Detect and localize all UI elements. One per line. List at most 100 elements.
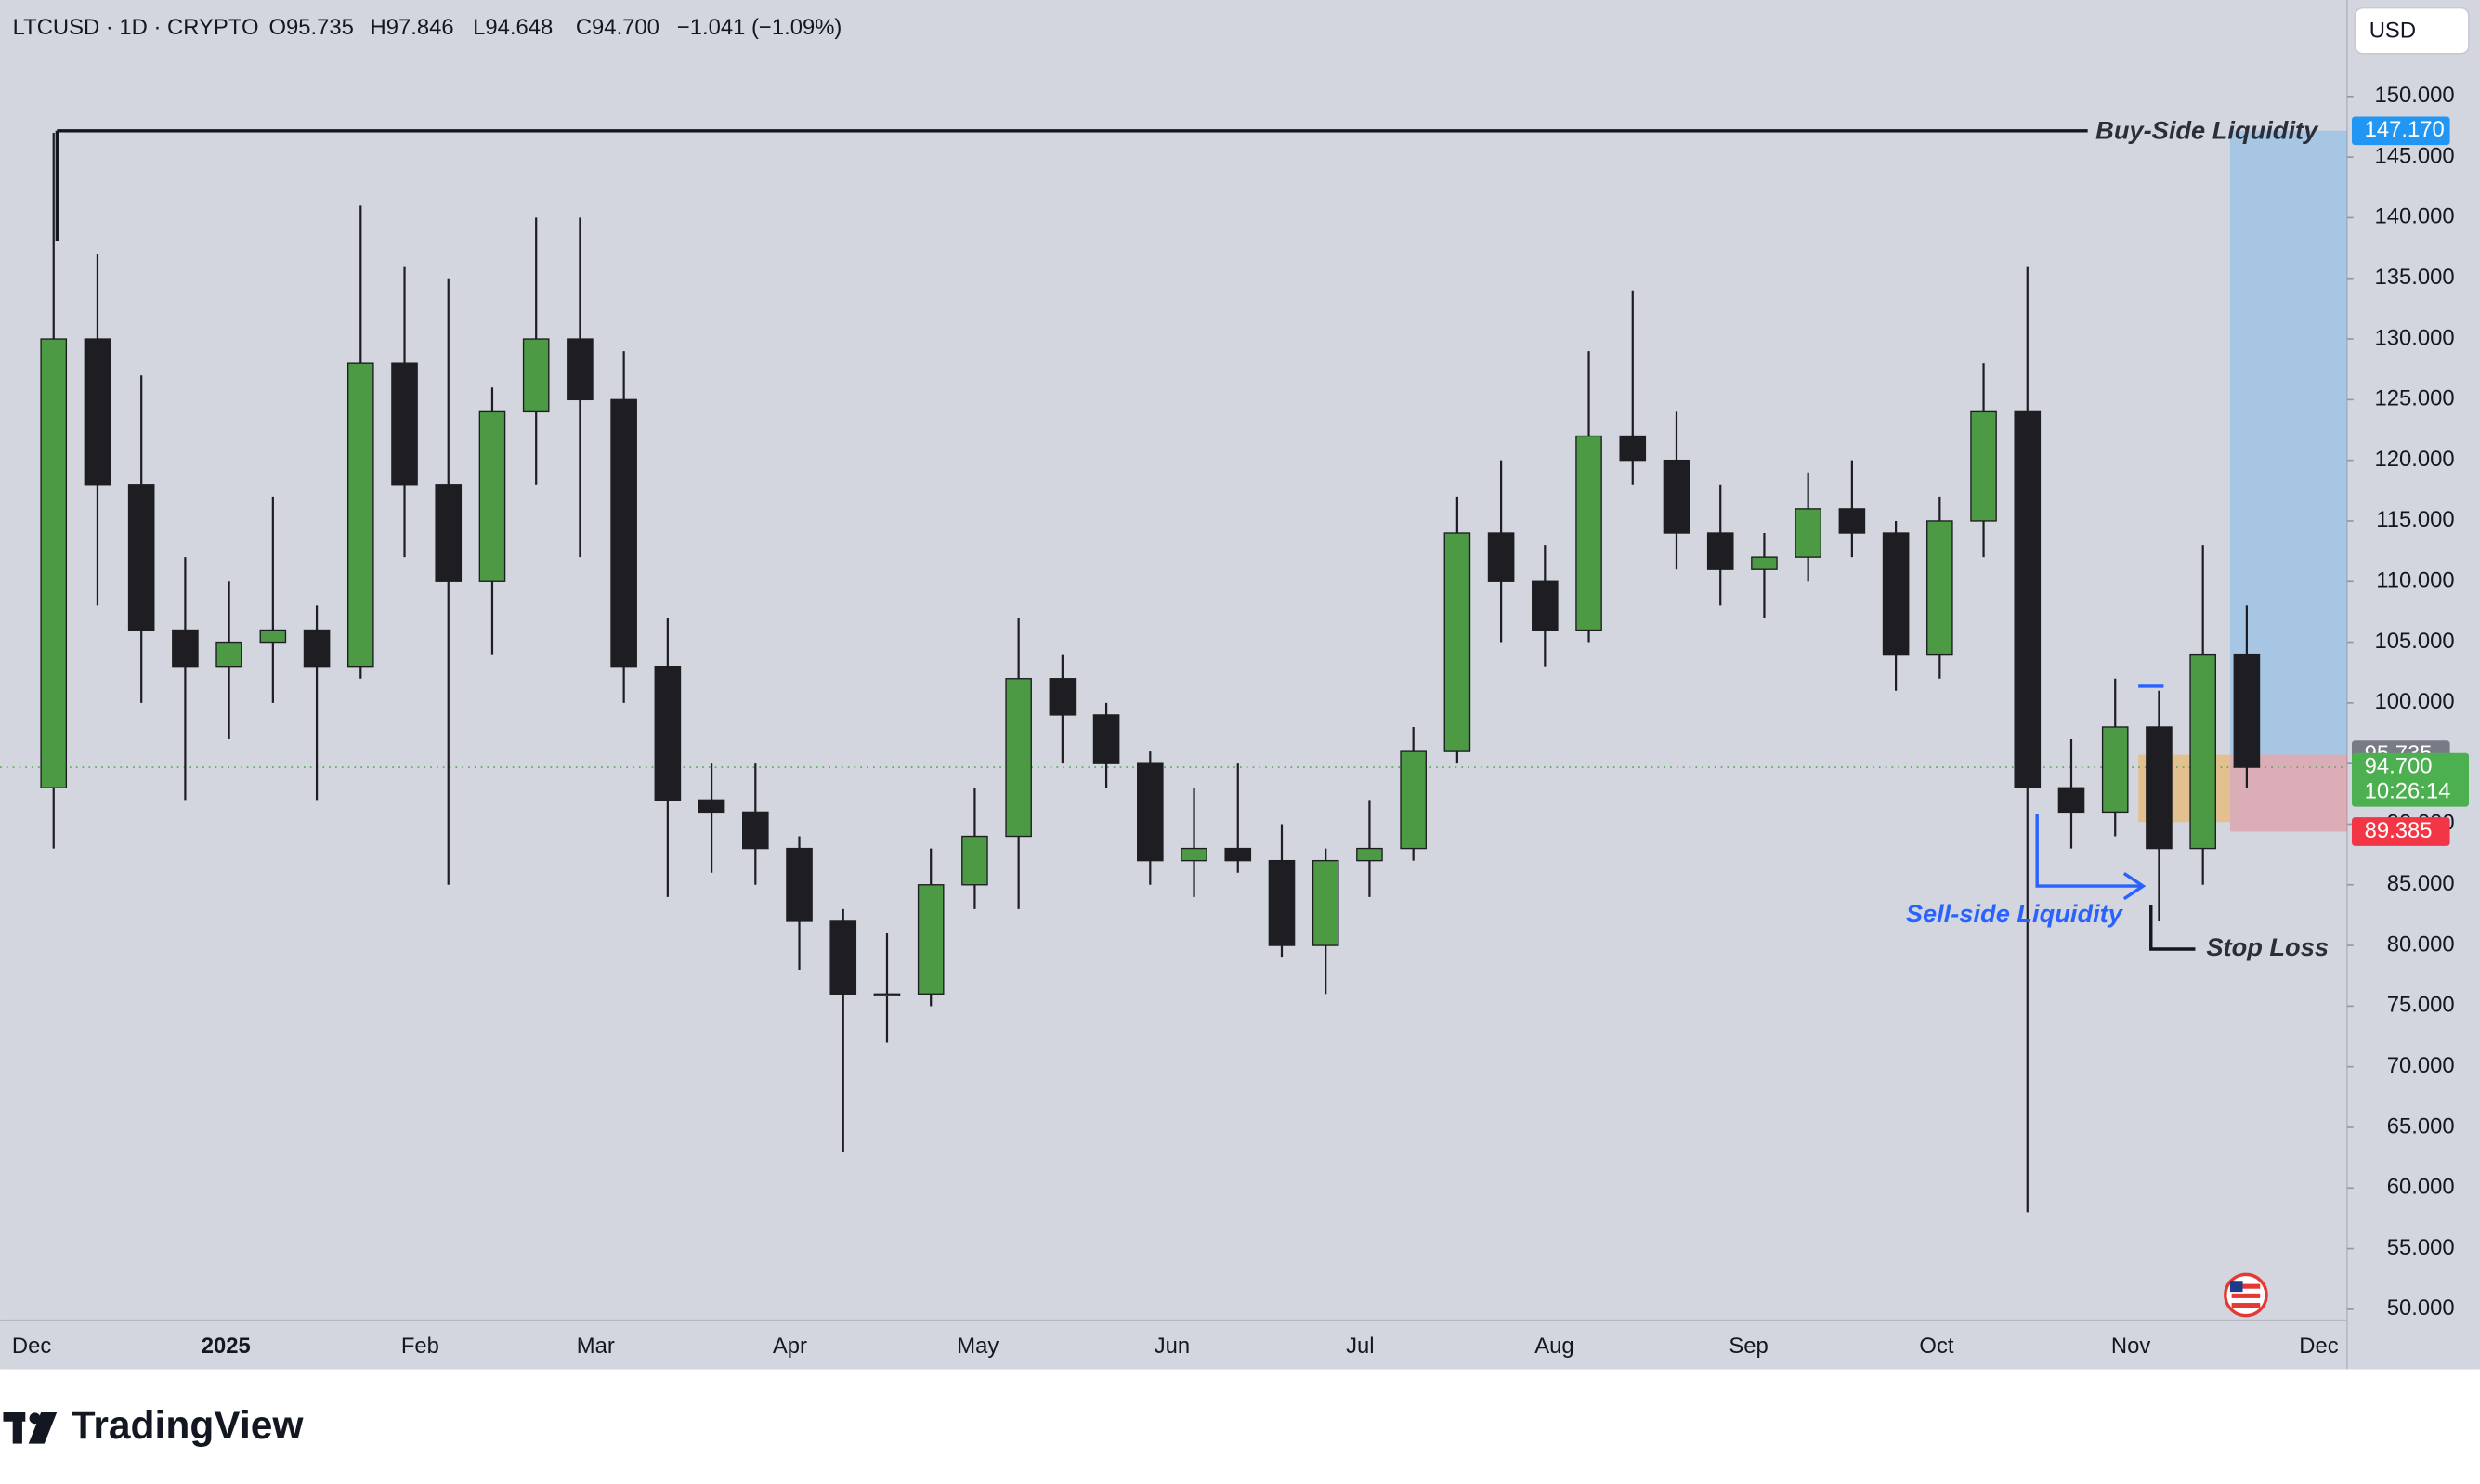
y-tick-label: 125.000 [2375, 386, 2455, 411]
footer-background [0, 1369, 2480, 1484]
candle-body [1575, 435, 1602, 631]
candle-body [917, 884, 945, 995]
close-value: C94.700 [576, 15, 659, 40]
brand-logo [3, 1412, 58, 1444]
x-tick-label: Feb [401, 1334, 439, 1359]
candle-body [1838, 508, 1866, 534]
x-tick-label: Jul [1346, 1334, 1374, 1359]
symbol: LTCUSD · 1D · CRYPTO [13, 15, 259, 40]
x-tick-label: Oct [1919, 1334, 1953, 1359]
currency-button[interactable] [2354, 7, 2470, 55]
candle-body [1926, 520, 1953, 656]
candle-body [829, 920, 857, 995]
candle-body [1005, 678, 1032, 838]
x-tick-label: Aug [1534, 1334, 1573, 1359]
candle-body [2101, 726, 2129, 814]
open-value: O95.735 [269, 15, 354, 40]
candle-body [742, 811, 769, 850]
candle-body [1092, 714, 1120, 764]
candle-body [40, 338, 68, 788]
x-tick-label: May [957, 1334, 999, 1359]
candle-body [610, 398, 637, 668]
y-tick-label: 55.000 [2387, 1235, 2455, 1260]
brand-name: TradingView [72, 1403, 305, 1448]
candle-body [172, 629, 199, 668]
candle-body [1137, 762, 1164, 862]
y-tick-label: 50.000 [2387, 1295, 2455, 1321]
candle-body [522, 338, 550, 413]
buy-side-label: 147.170 [2365, 117, 2445, 142]
target-zone [2229, 130, 2347, 755]
last-price-badge [2352, 752, 2470, 807]
candle-body [698, 799, 725, 814]
candle-body [1224, 847, 1252, 862]
y-tick-label: 110.000 [2376, 568, 2454, 593]
candle-body [2146, 726, 2173, 850]
y-tick-label: 105.000 [2375, 629, 2455, 654]
sell-side-arrow [2035, 814, 2147, 901]
x-tick-label: Dec [12, 1334, 51, 1359]
y-tick-label: 65.000 [2387, 1113, 2455, 1139]
candle-body [2189, 653, 2216, 850]
candle-body [391, 362, 418, 486]
candle-body [1400, 750, 1427, 850]
candle-body [127, 484, 155, 631]
y-tick-label: 75.000 [2387, 993, 2455, 1018]
candle-body [259, 629, 287, 644]
y-tick-label: 70.000 [2387, 1053, 2455, 1078]
stop-loss-text: Stop Loss [2206, 932, 2329, 961]
flag-icon [2224, 1272, 2268, 1318]
candle-body [654, 665, 682, 801]
buy-side-badge [2352, 116, 2450, 146]
y-tick-label: 115.000 [2376, 507, 2454, 532]
candle-body [1663, 459, 1690, 534]
candle-body [961, 835, 988, 886]
stop-loss-line [2149, 904, 2196, 951]
candle-body [346, 362, 374, 668]
candle-body [435, 484, 463, 582]
y-tick-label: 120.000 [2375, 447, 2455, 472]
candle-body [2014, 410, 2042, 788]
candle-body [1487, 532, 1515, 582]
candle-body [786, 847, 813, 922]
y-tick-label: 145.000 [2375, 143, 2455, 168]
candle-body [1619, 435, 1647, 462]
last-price-countdown: 10:26:14 [2365, 779, 2451, 804]
candle-body [2233, 653, 2261, 768]
y-tick-label: 135.000 [2375, 265, 2455, 290]
sell-side-text: Sell-side Liquidity [1906, 899, 2124, 928]
candle-body [1356, 847, 1383, 862]
y-tick-label: 140.000 [2375, 204, 2455, 229]
plot-layer: 50.000 55.000 60.000 65.000 70.000 75.000 80.0… [0, 83, 2455, 1359]
candle-body [1268, 859, 1296, 946]
y-tick-label: 60.000 [2387, 1175, 2455, 1200]
candle-body [1970, 410, 1997, 522]
candle-body [1882, 532, 1910, 656]
x-tick-label: Mar [577, 1334, 615, 1359]
candle-body [1532, 580, 1559, 631]
x-tick-label: Jun [1155, 1334, 1190, 1359]
candle-body [873, 993, 901, 996]
stop-badge [2352, 817, 2450, 846]
y-tick-label: 130.000 [2375, 325, 2455, 350]
candle-body [84, 338, 111, 486]
candle-body [1312, 859, 1339, 946]
candle-body [1181, 847, 1207, 862]
change-value: −1.041 (−1.09%) [677, 15, 842, 40]
candle-body [1751, 556, 1778, 570]
x-tick-label: Apr [773, 1334, 807, 1359]
candle-body [303, 629, 331, 668]
candle-body [567, 338, 594, 401]
y-tick-label: 85.000 [2387, 871, 2455, 896]
currency[interactable]: USD [2369, 18, 2416, 43]
x-tick-label: Dec [2299, 1334, 2338, 1359]
stop-label: 89.385 [2365, 818, 2433, 843]
y-tick-label: 150.000 [2375, 83, 2455, 108]
x-tick-label: Nov [2111, 1334, 2150, 1359]
chart-background [0, 0, 2480, 1370]
candle-body [1706, 532, 1734, 570]
y-tick-label: 80.000 [2387, 931, 2455, 957]
high-value: H97.846 [371, 15, 454, 40]
